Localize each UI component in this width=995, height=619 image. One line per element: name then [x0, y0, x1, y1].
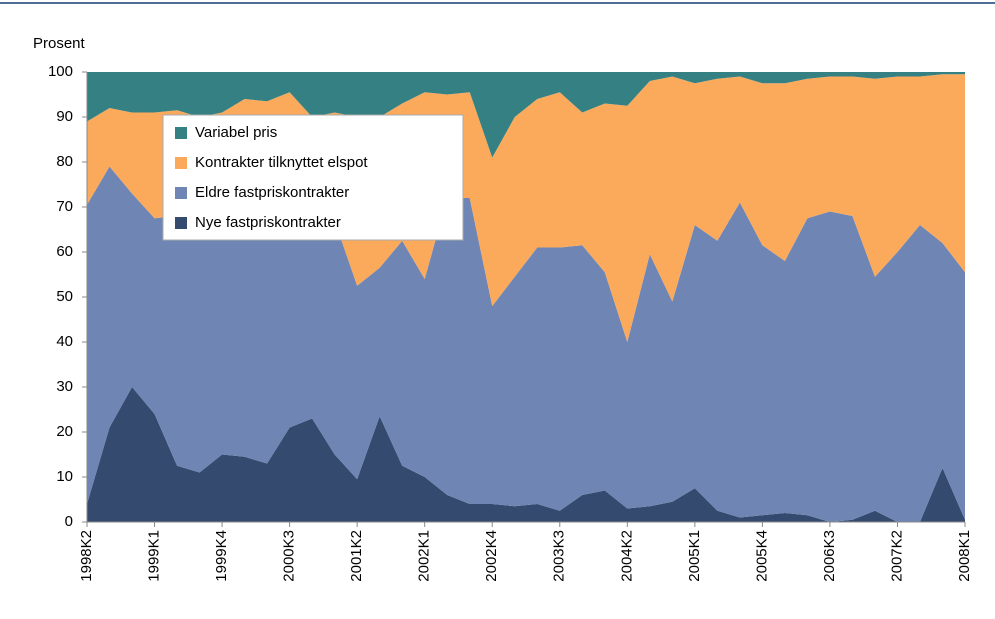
x-tick-label: 1999K1 [146, 530, 163, 582]
y-tick-label: 20 [56, 423, 73, 440]
y-tick-label: 40 [56, 333, 73, 350]
legend-label: Nye fastpriskontrakter [195, 214, 341, 231]
legend-label: Variabel pris [195, 124, 277, 141]
x-tick-label: 2002K4 [483, 530, 500, 582]
y-tick-label: 10 [56, 468, 73, 485]
x-tick-label: 2004K2 [618, 530, 635, 582]
legend-box [162, 114, 464, 241]
x-tick-label: 2005K1 [686, 530, 703, 582]
y-tick-label: 90 [56, 108, 73, 125]
area [87, 166, 965, 522]
x-tick-label: 1999K4 [213, 530, 230, 582]
x-tick-label: 2008K1 [956, 530, 973, 582]
legend-label: Kontrakter tilknyttet elspot [195, 154, 368, 171]
y-tick-label: 80 [56, 153, 73, 170]
y-tick-label: 0 [65, 513, 73, 530]
x-tick-label: 2006K3 [821, 530, 838, 582]
x-tick-label: 2005K4 [753, 530, 770, 582]
legend-swatch [175, 217, 187, 229]
y-tick-label: 50 [56, 288, 73, 305]
legend-label: Eldre fastpriskontrakter [195, 184, 349, 201]
x-tick-label: 2001K2 [348, 530, 365, 582]
y-tick-label: 60 [56, 243, 73, 260]
legend-swatch [175, 127, 187, 139]
x-tick-label: 2007K2 [888, 530, 905, 582]
y-tick-label: 100 [48, 63, 73, 80]
x-tick-label: 2003K3 [551, 530, 568, 582]
legend-swatch [175, 187, 187, 199]
x-tick-label: 2002K1 [416, 530, 433, 582]
x-tick-label: 1998K2 [78, 530, 95, 582]
x-tick-label: 2000K3 [281, 530, 298, 582]
legend-swatch [175, 157, 187, 169]
y-axis-label: Prosent [33, 35, 86, 52]
area [87, 72, 965, 158]
y-tick-label: 30 [56, 378, 73, 395]
y-tick-label: 70 [56, 198, 73, 215]
